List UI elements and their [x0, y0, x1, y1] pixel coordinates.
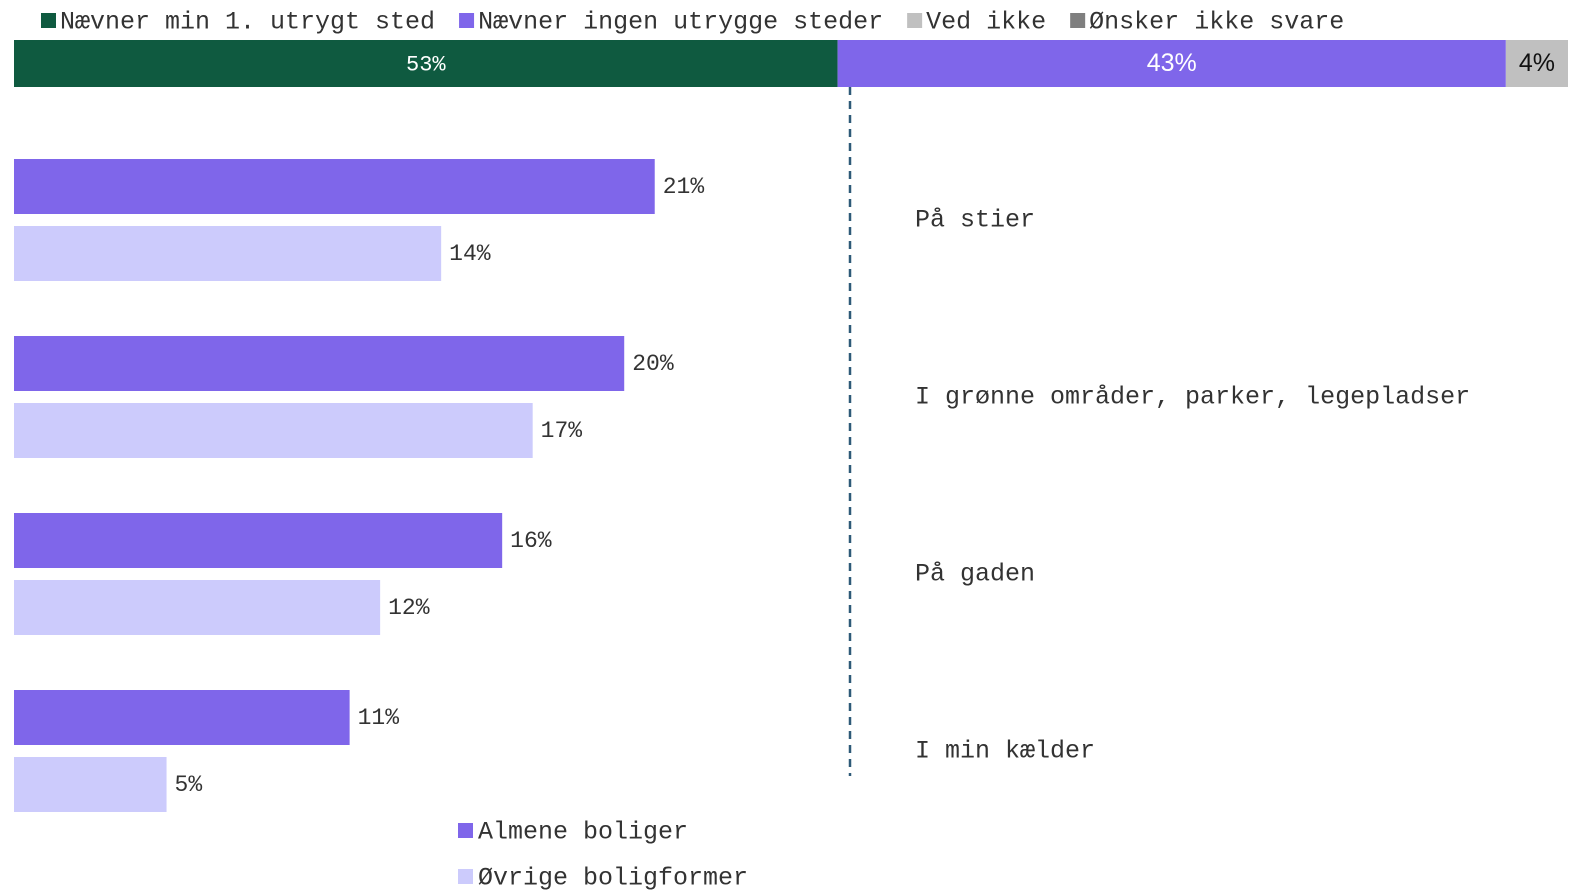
value-label: 17% [541, 418, 583, 444]
legend-label: Ved ikke [926, 8, 1046, 37]
legend-label: Ønsker ikke svare [1089, 8, 1344, 37]
legend-label: Øvrige boligformer [478, 864, 748, 893]
value-label: 14% [449, 241, 491, 267]
legend-swatch [459, 13, 475, 28]
bar [14, 159, 655, 214]
legend-swatch [1070, 13, 1086, 28]
bar [14, 690, 350, 745]
value-label: 4% [1519, 49, 1555, 77]
legend-swatch [458, 869, 473, 884]
category-label: På gaden [915, 560, 1035, 589]
category-label: I min kælder [915, 737, 1095, 766]
legend-label: Nævner min 1. utrygt sted [60, 8, 435, 37]
bar [14, 226, 442, 281]
value-label: 12% [388, 595, 430, 621]
bar [14, 580, 381, 635]
legend-label: Nævner ingen utrygge steder [478, 8, 883, 37]
segment [1505, 40, 1568, 87]
value-label: 16% [510, 528, 552, 554]
bar [14, 757, 167, 812]
value-label: 20% [632, 351, 674, 377]
bar [14, 403, 533, 458]
segment [14, 40, 838, 87]
legend-swatch [907, 13, 923, 28]
bar [14, 336, 625, 391]
legend-label: Almene boliger [478, 818, 688, 847]
legend-swatch [41, 13, 56, 28]
category-label: I grønne områder, parker, legepladser [915, 383, 1470, 412]
category-label: På stier [915, 206, 1035, 235]
value-label: 11% [358, 705, 400, 731]
legend-swatch [458, 823, 473, 838]
value-label: 21% [663, 174, 705, 200]
bar [14, 513, 503, 568]
segment [837, 40, 1506, 87]
value-label: 5% [175, 772, 203, 798]
value-label: 43% [1147, 49, 1197, 77]
value-label: 53% [406, 52, 446, 77]
